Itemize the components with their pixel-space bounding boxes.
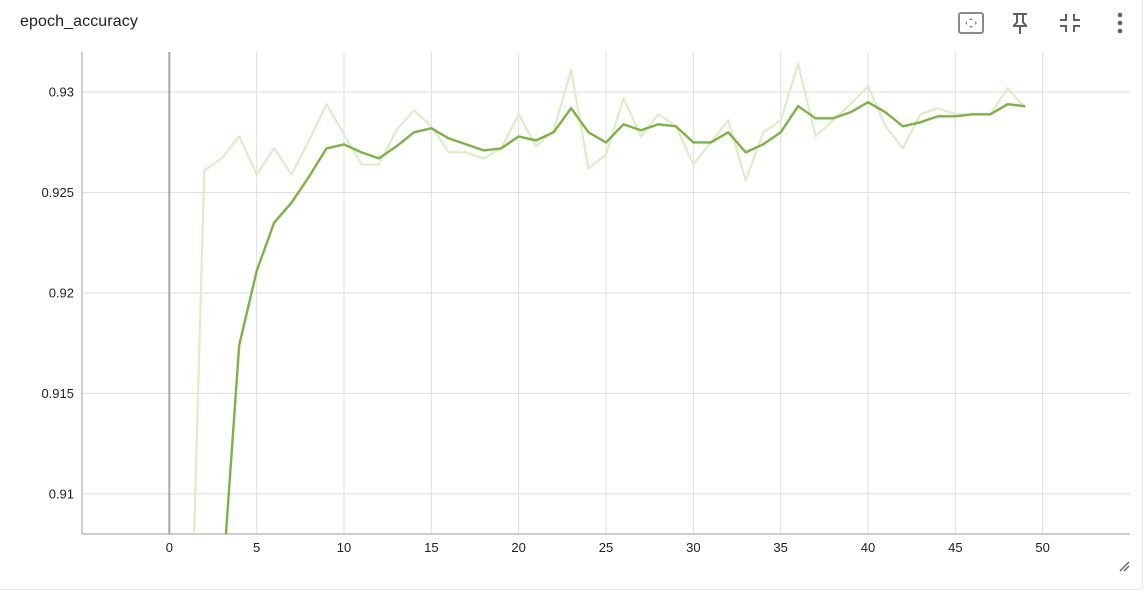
fit-domain-button[interactable] bbox=[956, 10, 986, 36]
x-tick-label: 15 bbox=[424, 540, 438, 555]
more-vert-icon bbox=[1117, 12, 1123, 34]
x-tick-label: 10 bbox=[337, 540, 351, 555]
x-tick-label: 30 bbox=[686, 540, 700, 555]
y-tick-label: 0.925 bbox=[41, 185, 74, 200]
x-tick-label: 45 bbox=[948, 540, 962, 555]
y-tick-label: 0.93 bbox=[49, 85, 74, 100]
x-tick-label: 40 bbox=[861, 540, 875, 555]
raw-series-line bbox=[193, 62, 1027, 534]
pin-button[interactable] bbox=[1005, 10, 1035, 36]
smoothed-series-line bbox=[224, 100, 1026, 534]
x-tick-label: 35 bbox=[773, 540, 787, 555]
y-tick-label: 0.91 bbox=[49, 486, 74, 501]
x-tick-label: 25 bbox=[599, 540, 613, 555]
x-tick-label: 20 bbox=[511, 540, 525, 555]
y-tick-label: 0.915 bbox=[41, 386, 74, 401]
y-tick-label: 0.92 bbox=[49, 286, 74, 301]
chart-title: epoch_accuracy bbox=[20, 13, 138, 30]
x-tick-label: 50 bbox=[1035, 540, 1049, 555]
resize-handle-icon[interactable] bbox=[1116, 558, 1130, 572]
fit-domain-icon bbox=[958, 12, 984, 34]
x-tick-label: 5 bbox=[253, 540, 260, 555]
collapse-button[interactable] bbox=[1055, 10, 1085, 36]
pin-icon bbox=[1013, 13, 1027, 34]
x-tick-label: 0 bbox=[166, 540, 173, 555]
collapse-icon bbox=[1060, 14, 1080, 32]
more-menu-button[interactable] bbox=[1105, 10, 1135, 36]
